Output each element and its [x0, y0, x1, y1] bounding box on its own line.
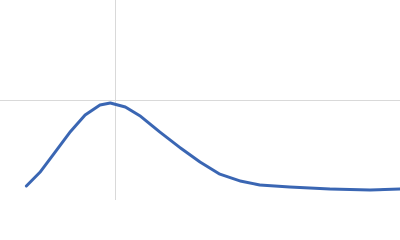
page: (() => { const data = JSON.parse(documen… [0, 0, 400, 200]
chart [0, 0, 400, 200]
data-line [24, 101, 400, 192]
